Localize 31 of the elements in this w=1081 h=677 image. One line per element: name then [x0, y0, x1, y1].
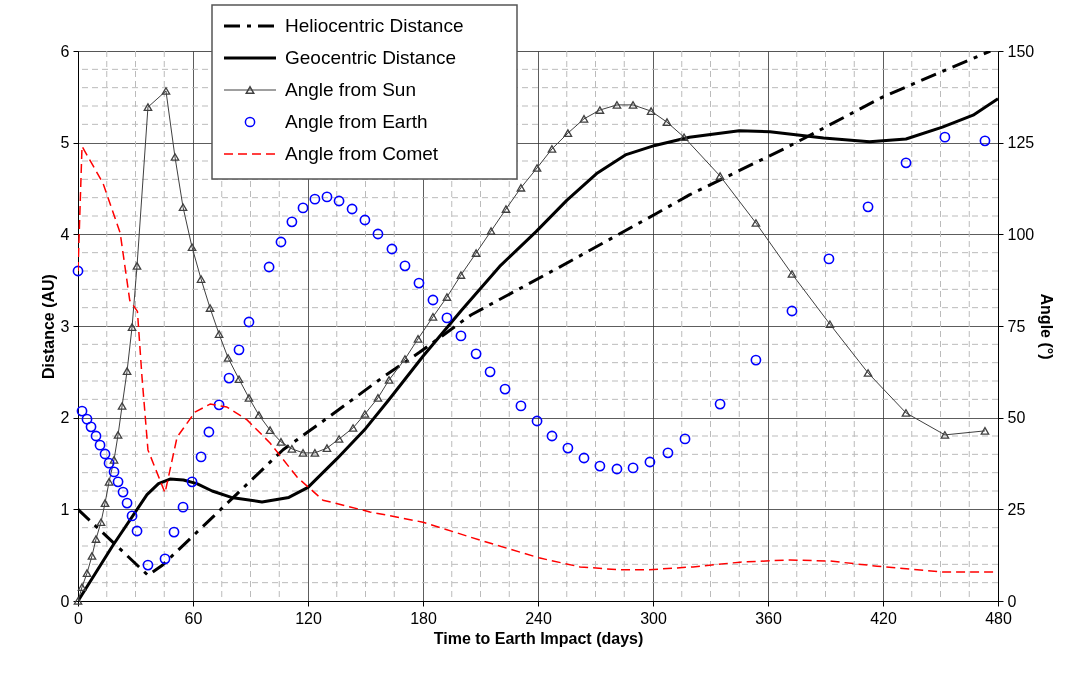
y2-axis-title: Angle (°) — [1038, 293, 1056, 360]
x-tick-label: 360 — [755, 609, 782, 627]
y2-tick-label: 0 — [1007, 592, 1017, 610]
y2-tick-label: 75 — [1007, 317, 1026, 335]
legend-label: Heliocentric Distance — [285, 15, 464, 36]
y-tick-label: 1 — [60, 500, 70, 518]
legend-label: Angle from Earth — [285, 111, 428, 132]
y-tick-label: 4 — [60, 225, 70, 243]
y-tick-label: 2 — [60, 409, 70, 427]
x-tick-label: 0 — [74, 609, 84, 627]
y2-tick-label: 25 — [1007, 500, 1026, 518]
x-tick-label: 420 — [870, 609, 897, 627]
y-tick-label: 5 — [60, 134, 70, 152]
y2-tick-label: 100 — [1007, 225, 1035, 243]
y-tick-label: 6 — [60, 42, 70, 60]
y-tick-label: 3 — [60, 317, 70, 335]
legend-label: Geocentric Distance — [285, 47, 457, 68]
x-tick-label: 60 — [184, 609, 203, 627]
legend-label: Angle from Comet — [285, 143, 439, 164]
x-axis-title: Time to Earth Impact (days) — [433, 629, 644, 647]
x-tick-label: 240 — [525, 609, 552, 627]
y2-tick-label: 50 — [1007, 409, 1026, 427]
x-tick-label: 180 — [410, 609, 437, 627]
x-tick-label: 480 — [985, 609, 1012, 627]
x-tick-label: 120 — [295, 609, 322, 627]
legend-label: Angle from Sun — [285, 79, 416, 100]
y2-tick-label: 125 — [1007, 134, 1035, 152]
x-tick-label: 300 — [640, 609, 667, 627]
y-axis-title: Distance (AU) — [39, 274, 57, 379]
y-tick-label: 0 — [60, 592, 70, 610]
y2-tick-label: 150 — [1007, 42, 1035, 60]
